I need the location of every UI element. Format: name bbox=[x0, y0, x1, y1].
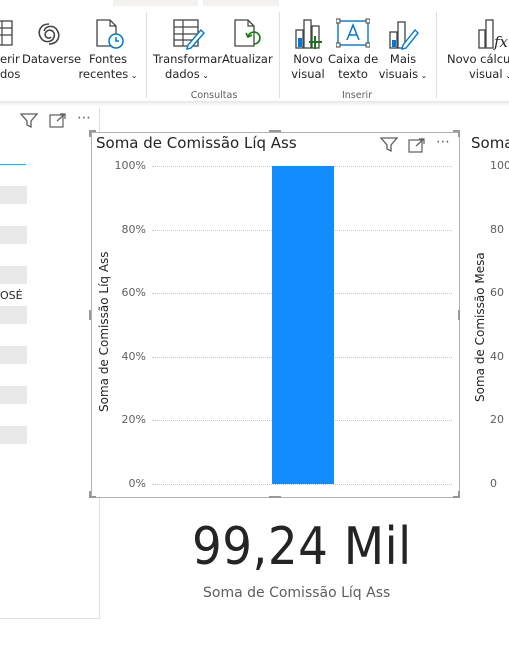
resize-handle[interactable] bbox=[453, 130, 460, 132]
ribbon-separator bbox=[436, 12, 437, 98]
new-visual-label-2: visual bbox=[291, 67, 325, 81]
recent-sources-button[interactable]: Fontes recentes ⌄ bbox=[78, 18, 138, 88]
ribbon-separator bbox=[279, 12, 280, 98]
resize-handle[interactable] bbox=[458, 130, 460, 137]
kpi-label: Soma de Comissão Líq Ass bbox=[203, 585, 391, 601]
chevron-down-icon: ⌄ bbox=[418, 71, 428, 80]
resize-handle[interactable] bbox=[458, 491, 460, 498]
right-y-axis-label: Soma de Comissão Mesa bbox=[473, 252, 487, 402]
list-item bbox=[0, 426, 27, 444]
filter-icon[interactable] bbox=[380, 137, 398, 153]
right-chart-title: Soma bbox=[471, 134, 509, 152]
ribbon-shadow bbox=[0, 101, 509, 107]
ribbon bbox=[0, 0, 509, 102]
y-tick-label: 0% bbox=[128, 477, 146, 490]
list-item bbox=[0, 226, 27, 244]
refresh-button[interactable]: Atualizar bbox=[222, 18, 273, 88]
transform-data-label-2: dados bbox=[165, 67, 200, 81]
plot-area: 0% 20% 40% 60% 80% 100% bbox=[100, 150, 455, 495]
list-item bbox=[0, 266, 27, 284]
right-y-tick-label: 0 bbox=[490, 477, 497, 490]
chart-title: Soma de Comissão Líq Ass bbox=[96, 134, 297, 152]
right-y-tick-label: 40 bbox=[490, 349, 504, 363]
y-tick-label: 100% bbox=[114, 159, 146, 172]
table-icon bbox=[0, 20, 14, 46]
resize-handle[interactable] bbox=[89, 130, 96, 132]
group-label-inserir: Inserir bbox=[341, 90, 373, 101]
resize-handle[interactable] bbox=[453, 496, 460, 498]
more-visuals-icon bbox=[388, 18, 420, 50]
more-options-icon[interactable]: ⋯ bbox=[77, 110, 92, 126]
list-item bbox=[0, 306, 27, 324]
group-label-consultas: Consultas bbox=[190, 90, 238, 101]
bar[interactable] bbox=[272, 166, 334, 484]
focus-mode-icon[interactable] bbox=[408, 138, 426, 154]
resize-handle[interactable] bbox=[89, 310, 91, 320]
resize-handle[interactable] bbox=[458, 310, 460, 320]
kpi-value: 99,24 Mil bbox=[192, 517, 412, 577]
text-box-label: Caixa de bbox=[328, 52, 379, 66]
transform-data-label: Transformar bbox=[153, 52, 222, 66]
new-visual-calculation-label: Novo cálculo bbox=[447, 52, 509, 66]
more-visuals-label: Mais bbox=[389, 52, 417, 66]
right-y-tick-label: 100 bbox=[490, 159, 509, 172]
chevron-down-icon: ⌄ bbox=[128, 71, 138, 80]
text-box-button[interactable]: Caixa de texto bbox=[328, 18, 378, 88]
transform-data-button[interactable]: Transformar dados ⌄ bbox=[153, 18, 222, 88]
resize-handle[interactable] bbox=[89, 496, 96, 498]
more-visuals-label-2: visuais bbox=[378, 67, 419, 81]
y-tick-label: 40% bbox=[121, 349, 146, 363]
focus-mode-icon[interactable] bbox=[49, 113, 67, 129]
gridline bbox=[152, 484, 452, 485]
text-box-icon bbox=[336, 18, 370, 48]
resize-handle[interactable] bbox=[269, 496, 281, 498]
right-axis-ticks: 100 80 60 40 20 0 bbox=[490, 150, 509, 495]
resize-handle[interactable] bbox=[269, 130, 281, 132]
more-visuals-button[interactable]: Mais visuais ⌄ bbox=[378, 18, 428, 88]
left-visual-accent-line bbox=[0, 164, 26, 165]
new-visual-button[interactable]: Novo visual bbox=[290, 18, 326, 88]
dataverse-icon bbox=[34, 20, 64, 48]
chevron-down-icon: ⌄ bbox=[199, 71, 209, 80]
more-options-icon[interactable]: ⋯ bbox=[436, 134, 451, 150]
function-icon: fx bbox=[477, 18, 509, 50]
right-y-tick-label: 60 bbox=[490, 286, 504, 300]
dataverse-button[interactable]: Dataverse bbox=[22, 18, 81, 88]
new-visual-label: Novo bbox=[293, 52, 323, 66]
list-item bbox=[0, 386, 27, 404]
chevron-down-icon: ⌄ bbox=[505, 71, 509, 80]
dataverse-label: Dataverse bbox=[22, 52, 82, 66]
right-y-tick-label: 20 bbox=[490, 413, 504, 427]
right-y-tick-label: 80 bbox=[490, 222, 504, 236]
resize-handle[interactable] bbox=[89, 491, 91, 498]
resize-handle[interactable] bbox=[89, 130, 91, 137]
y-tick-label: 20% bbox=[121, 413, 146, 427]
list-item bbox=[0, 346, 27, 364]
insert-data-label: erir dos bbox=[0, 52, 21, 81]
text-box-label-2: texto bbox=[338, 67, 368, 81]
new-visual-calculation-label-2: visual bbox=[469, 67, 503, 81]
y-tick-label: 80% bbox=[121, 222, 146, 236]
ribbon-tab-strip bbox=[203, 0, 279, 6]
insert-data-button[interactable] bbox=[0, 20, 14, 46]
svg-text:fx: fx bbox=[493, 33, 509, 50]
refresh-icon bbox=[232, 18, 264, 50]
ribbon-tab-strip bbox=[113, 0, 198, 6]
list-item bbox=[0, 186, 27, 204]
recent-sources-label: Fontes bbox=[88, 52, 128, 66]
ribbon-separator bbox=[146, 12, 147, 98]
filter-icon[interactable] bbox=[20, 113, 38, 129]
new-visual-icon bbox=[293, 18, 325, 50]
y-tick-label: 60% bbox=[121, 286, 146, 300]
refresh-label: Atualizar bbox=[222, 52, 273, 66]
new-visual-calculation-button[interactable]: fx Novo cálculo visual ⌄ bbox=[445, 18, 509, 88]
left-visual-text: OSÉ bbox=[0, 289, 23, 302]
recent-sources-label-2: recentes bbox=[78, 67, 129, 81]
recent-sources-icon bbox=[94, 18, 126, 50]
transform-data-icon bbox=[173, 18, 205, 50]
